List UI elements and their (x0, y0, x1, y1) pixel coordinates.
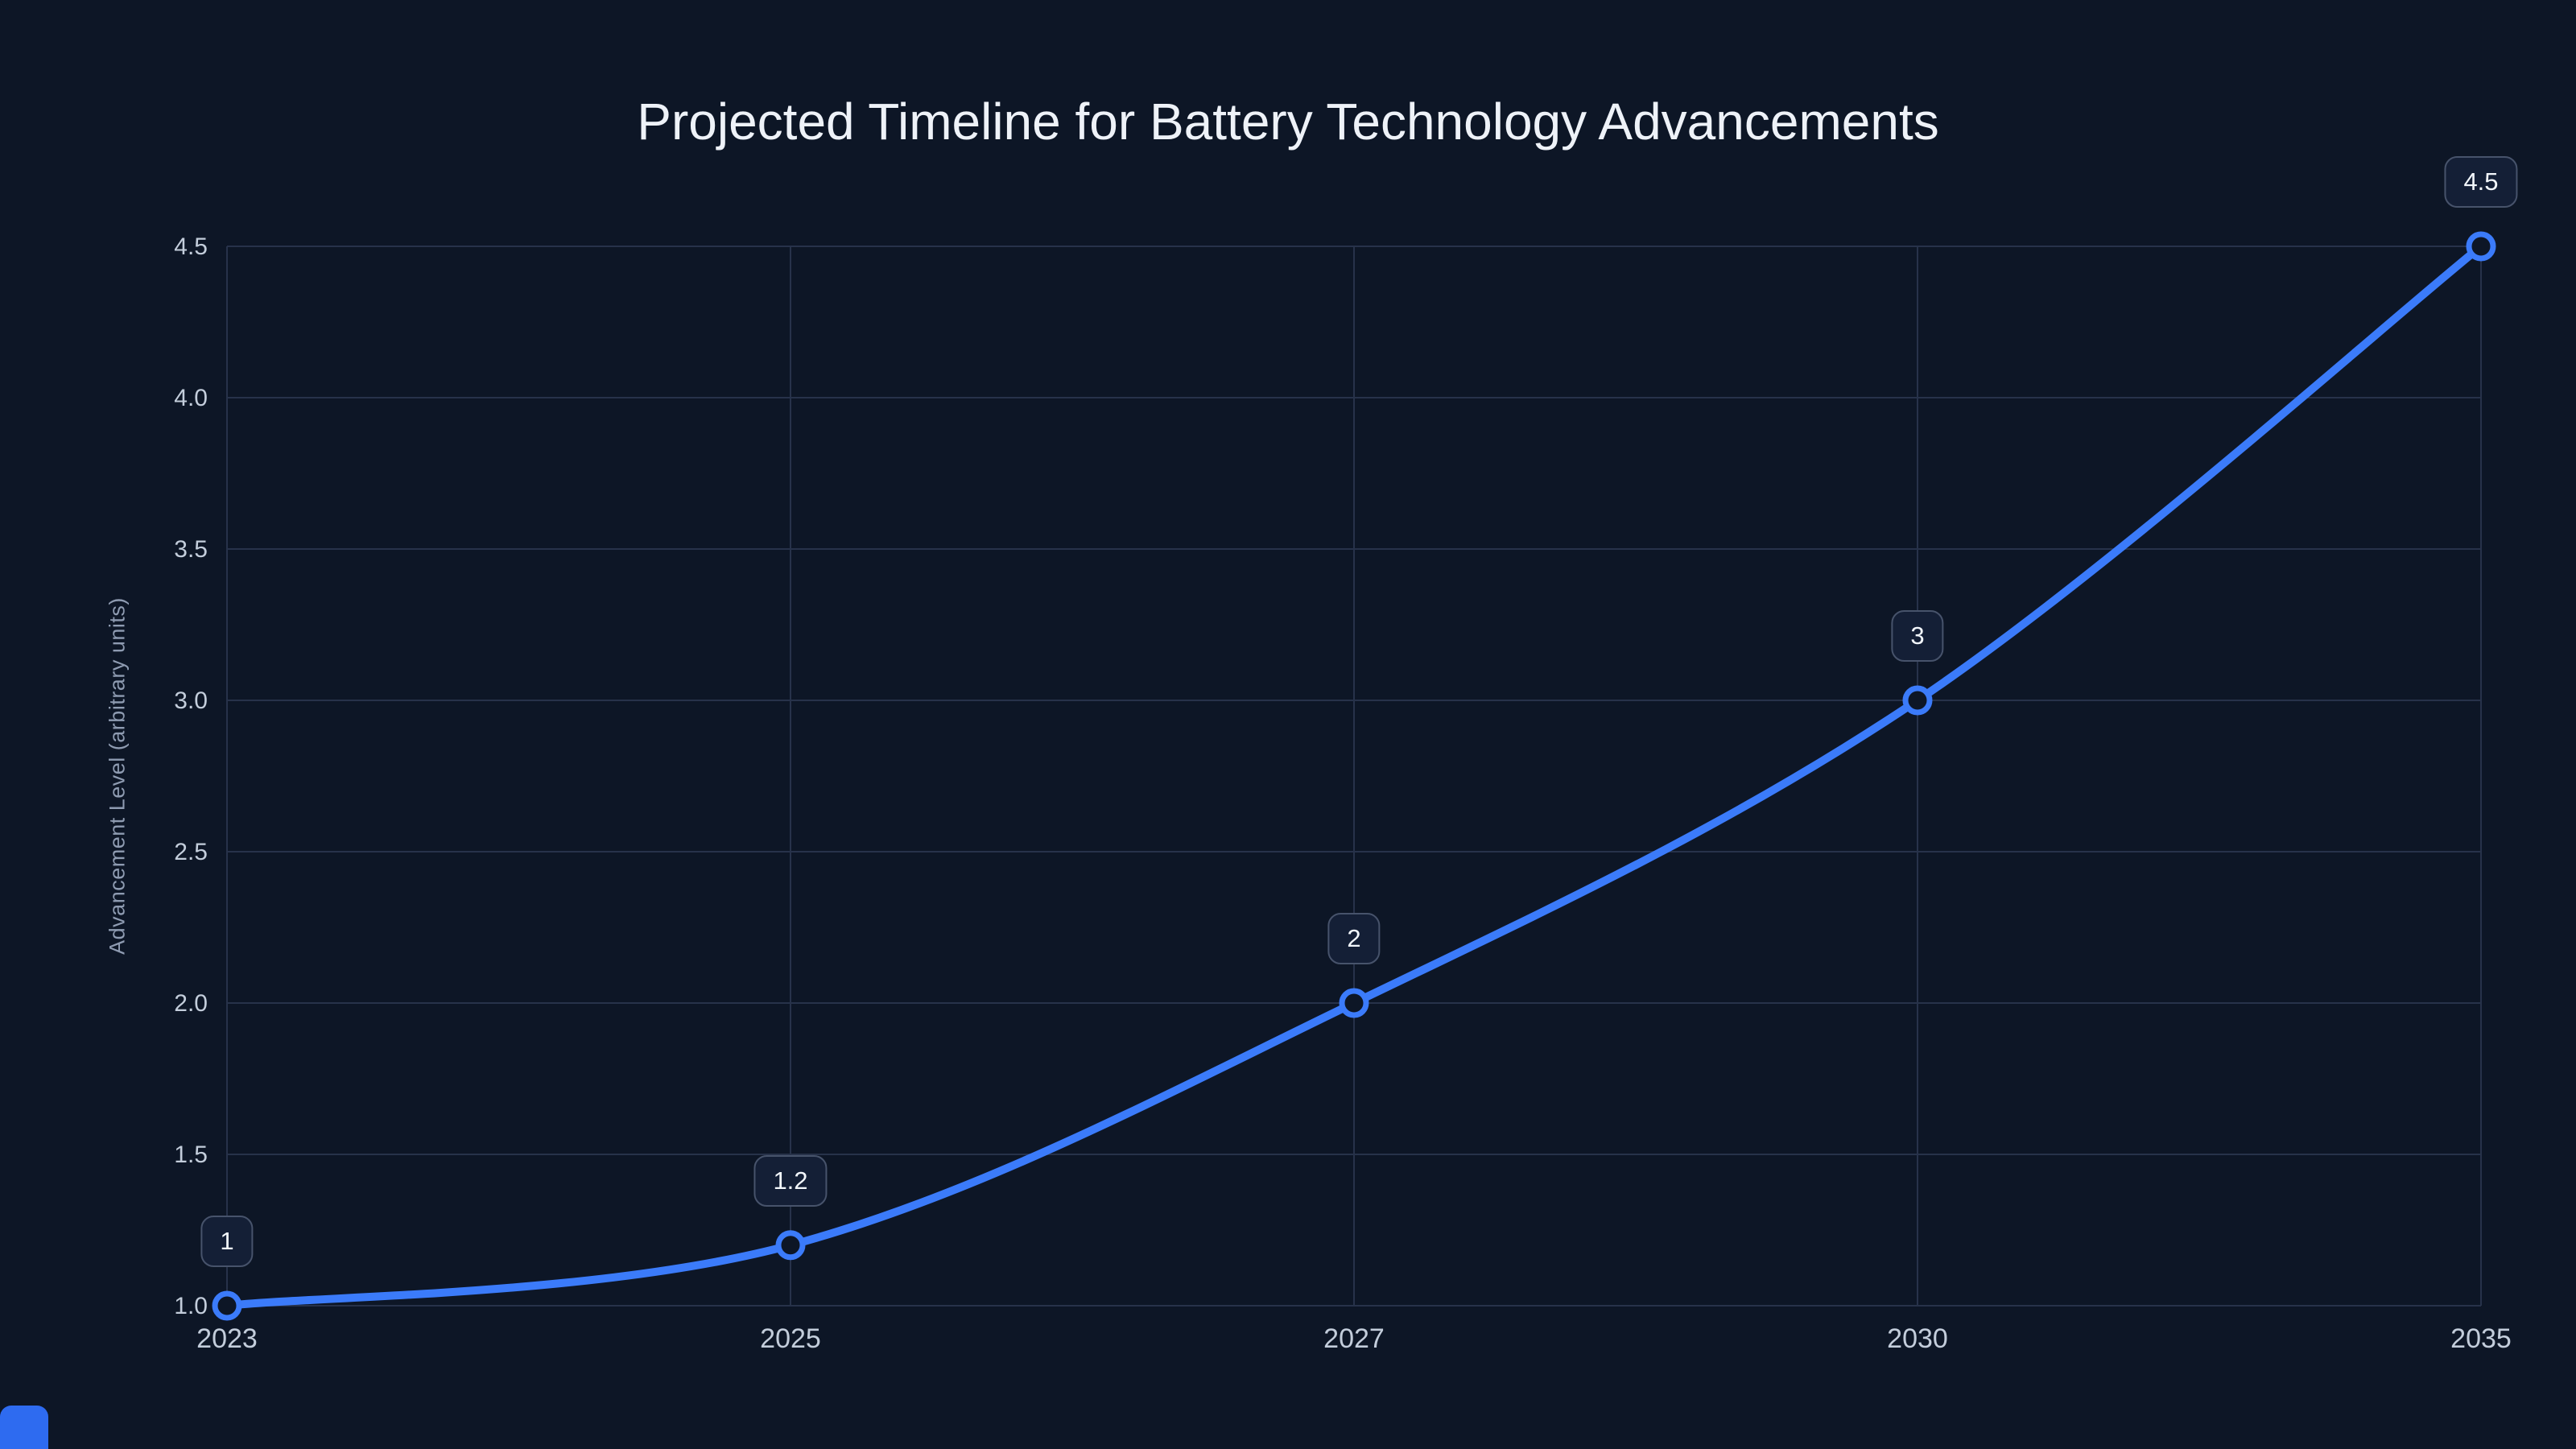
y-tick-label: 2.5 (174, 839, 208, 865)
data-point-marker[interactable] (1902, 685, 1933, 716)
y-tick-label: 3.5 (174, 536, 208, 563)
corner-accent (0, 1406, 48, 1449)
x-tick-label: 2035 (2450, 1323, 2512, 1354)
data-point-marker[interactable] (775, 1230, 806, 1261)
x-tick-label: 2025 (760, 1323, 821, 1354)
series-line (223, 242, 2485, 1310)
x-tick-label: 2023 (196, 1323, 258, 1354)
y-tick-label: 4.5 (174, 233, 208, 260)
x-tick-label: 2030 (1887, 1323, 1948, 1354)
data-point-marker[interactable] (2466, 231, 2496, 262)
y-tick-label: 4.0 (174, 385, 208, 411)
y-tick-label: 1.0 (174, 1293, 208, 1319)
data-point-marker[interactable] (212, 1290, 242, 1321)
y-tick-label: 2.0 (174, 990, 208, 1017)
x-tick-label: 2027 (1323, 1323, 1385, 1354)
data-point-marker[interactable] (1339, 988, 1369, 1018)
chart-title: Projected Timeline for Battery Technolog… (637, 93, 1939, 151)
y-tick-label: 3.0 (174, 687, 208, 714)
y-tick-label: 1.5 (174, 1141, 208, 1168)
